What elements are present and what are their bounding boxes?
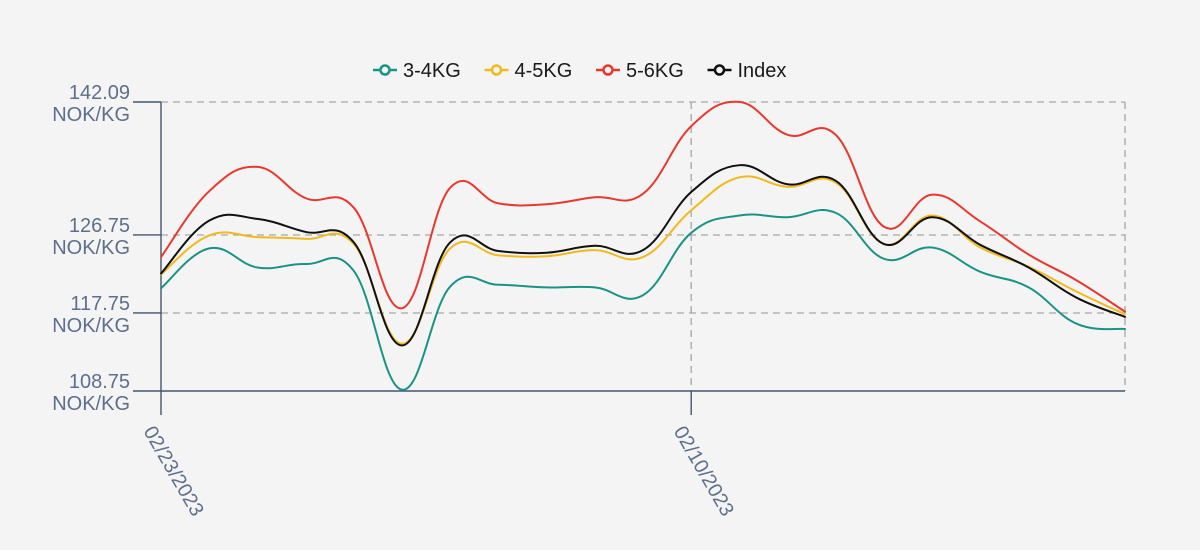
legend-label: 3-4KG xyxy=(403,60,461,82)
y-tick-unit: NOK/KG xyxy=(52,315,130,337)
y-tick-label: 142.09 xyxy=(69,82,130,104)
legend-item-5-6kg[interactable]: 5-6KG xyxy=(596,60,684,82)
y-tick-label: 126.75 xyxy=(69,215,130,237)
y-tick-unit: NOK/KG xyxy=(52,393,130,415)
series-line-5-6kg xyxy=(160,100,1126,313)
x-axis-ticks: 02/23/2023 02/10/2023 xyxy=(139,423,738,521)
grid xyxy=(161,101,1126,391)
series-layer xyxy=(160,100,1126,391)
legend: 3-4KG 4-5KG 5-6KG Index xyxy=(373,60,786,82)
legend-swatch-marker xyxy=(713,64,726,76)
legend-swatch-marker xyxy=(602,64,614,76)
legend-label: Index xyxy=(738,60,787,82)
axes xyxy=(133,101,1125,415)
y-axis-ticks: 142.09NOK/KG126.75NOK/KG117.75NOK/KG108.… xyxy=(52,82,130,415)
x-tick-label: 02/10/2023 xyxy=(669,423,738,521)
y-tick-unit: NOK/KG xyxy=(52,237,130,259)
legend-item-3-4kg[interactable]: 3-4KG xyxy=(373,60,461,82)
y-tick-unit: NOK/KG xyxy=(52,104,130,126)
series-line-3-4kg xyxy=(160,208,1126,391)
y-tick-label: 117.75 xyxy=(70,293,130,315)
x-tick-label: 02/23/2023 xyxy=(139,423,208,521)
series-line-4-5kg xyxy=(160,175,1126,345)
series-line-index xyxy=(160,164,1126,347)
legend-label: 5-6KG xyxy=(626,60,684,82)
legend-item-index[interactable]: Index xyxy=(707,60,787,82)
legend-item-4-5kg[interactable]: 4-5KG xyxy=(484,60,573,82)
legend-swatch-marker xyxy=(379,64,391,76)
y-tick-label: 108.75 xyxy=(69,371,130,393)
legend-label: 4-5KG xyxy=(515,60,573,82)
legend-swatch-marker xyxy=(490,64,503,76)
